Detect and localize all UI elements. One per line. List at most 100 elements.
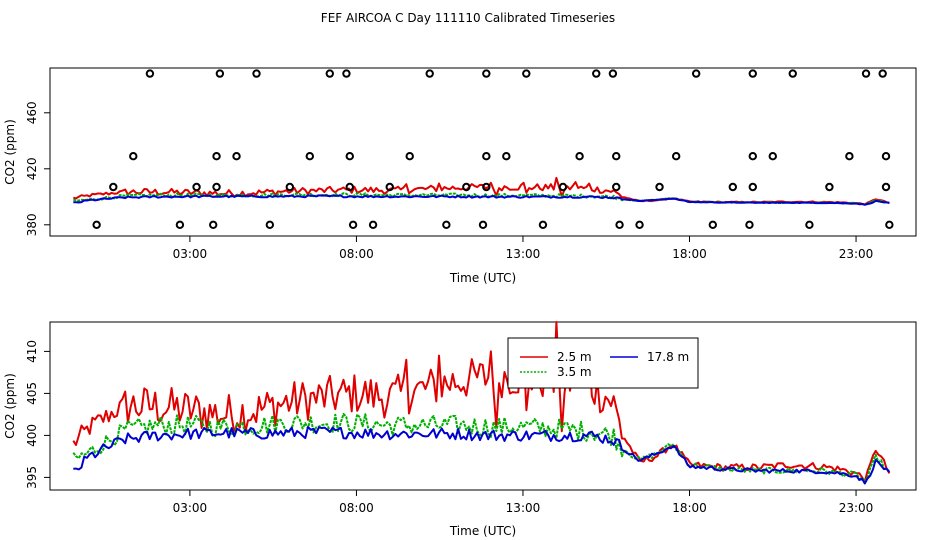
y-tick-label: 420 xyxy=(25,157,39,180)
series-17.8m-line xyxy=(73,194,890,206)
legend: 2.5 m 3.5 m 17.8 m xyxy=(507,337,699,389)
calibration-point xyxy=(192,182,201,192)
calibration-point xyxy=(608,69,618,78)
calibration-point xyxy=(442,220,451,230)
calibration-point xyxy=(325,69,334,78)
top-plot-frame xyxy=(49,67,917,237)
calibration-point xyxy=(592,69,601,78)
x-tick-label: 23:00 xyxy=(839,247,874,261)
calibration-point xyxy=(655,182,664,192)
x-tick-label: 03:00 xyxy=(173,247,208,261)
calibration-point xyxy=(462,182,471,192)
calibration-point xyxy=(575,152,584,161)
y-tick-label: 395 xyxy=(25,466,39,489)
calibration-point xyxy=(825,182,834,192)
calibration-point xyxy=(635,220,644,230)
top-calibration-points xyxy=(92,69,894,230)
calibration-point xyxy=(881,152,891,161)
calibration-point xyxy=(615,220,624,230)
calibration-point xyxy=(885,220,894,230)
calibration-point xyxy=(345,182,354,192)
calibration-point xyxy=(232,152,241,161)
calibration-point xyxy=(482,69,491,78)
legend-box xyxy=(507,337,699,389)
calibration-point xyxy=(612,182,621,192)
y-tick-label: 460 xyxy=(25,101,39,124)
x-tick-label: 18:00 xyxy=(672,247,707,261)
x-tick-label: 13:00 xyxy=(506,247,541,261)
series-17.8m-line xyxy=(73,425,891,485)
y-tick-label: 405 xyxy=(25,382,39,405)
y-tick-label: 410 xyxy=(25,340,39,363)
calibration-point xyxy=(861,69,871,78)
calibration-point xyxy=(612,152,621,161)
calibration-point xyxy=(748,182,757,192)
calibration-point xyxy=(522,69,531,78)
calibration-point xyxy=(285,182,295,192)
bottom-series-lines xyxy=(72,321,891,485)
calibration-point xyxy=(345,152,354,161)
calibration-point xyxy=(129,152,138,161)
series-2.5m-line xyxy=(73,176,890,206)
calibration-point xyxy=(145,69,155,78)
series-2.5m-line xyxy=(72,321,891,483)
calibration-point xyxy=(558,182,568,192)
calibration-point xyxy=(748,152,757,161)
x-tick-label: 18:00 xyxy=(672,501,707,515)
calibration-point xyxy=(425,69,434,78)
bottom-plot-frame xyxy=(49,321,917,491)
calibration-point xyxy=(748,69,757,78)
x-tick-label: 03:00 xyxy=(173,501,208,515)
calibration-point xyxy=(348,220,358,230)
bottom-panel: 03:00 08:00 13:00 18:00 23:00 395 400 405 410 Ti… xyxy=(3,321,917,538)
bottom-y-axis-label: CO2 (ppm) xyxy=(3,373,17,439)
bottom-x-axis-label: Time (UTC) xyxy=(449,524,516,538)
calibration-point xyxy=(788,69,797,78)
calibration-point xyxy=(385,182,394,192)
calibration-point xyxy=(109,182,118,192)
calibration-point xyxy=(878,69,887,78)
calibration-point xyxy=(368,220,378,230)
top-axis-ticks: 03:00 08:00 13:00 18:00 23:00 380 420 460 xyxy=(25,101,873,261)
x-tick-label: 08:00 xyxy=(339,501,374,515)
calibration-point xyxy=(691,69,701,78)
calibration-point xyxy=(265,220,275,230)
top-x-axis-label: Time (UTC) xyxy=(449,271,516,285)
calibration-point xyxy=(728,182,738,192)
calibration-point xyxy=(502,152,511,161)
calibration-point xyxy=(305,152,314,161)
calibration-point xyxy=(671,152,681,161)
calibration-point xyxy=(708,220,718,230)
y-tick-label: 400 xyxy=(25,424,39,447)
calibration-point xyxy=(92,220,101,230)
calibration-point xyxy=(745,220,754,230)
calibration-point xyxy=(881,182,891,192)
calibration-point xyxy=(768,152,777,161)
calibration-point xyxy=(538,220,548,230)
top-y-axis-label: CO2 (ppm) xyxy=(3,119,17,185)
calibration-point xyxy=(209,220,218,230)
calibration-point xyxy=(252,69,261,78)
series-3.5m-line xyxy=(72,413,891,482)
top-series-lines xyxy=(73,176,890,206)
calibration-point xyxy=(405,152,414,161)
legend-label-17.8m: 17.8 m xyxy=(647,350,689,364)
y-tick-label: 380 xyxy=(25,213,39,236)
legend-label-3.5m: 3.5 m xyxy=(557,365,592,379)
top-panel: 03:00 08:00 13:00 18:00 23:00 380 420 460 Time … xyxy=(3,67,917,285)
calibration-point xyxy=(215,69,225,78)
legend-label-2.5m: 2.5 m xyxy=(557,350,592,364)
x-tick-label: 23:00 xyxy=(839,501,874,515)
calibration-point xyxy=(482,152,491,161)
x-tick-label: 13:00 xyxy=(506,501,541,515)
calibration-point xyxy=(175,220,185,230)
calibration-point xyxy=(342,69,351,78)
calibration-point xyxy=(845,152,854,161)
calibration-point xyxy=(212,152,221,161)
calibration-point xyxy=(478,220,488,230)
calibration-point xyxy=(482,182,491,192)
x-tick-label: 08:00 xyxy=(339,247,374,261)
figure-title: FEF AIRCOA C Day 111110 Calibrated Times… xyxy=(321,11,615,25)
calibration-point xyxy=(805,220,814,230)
